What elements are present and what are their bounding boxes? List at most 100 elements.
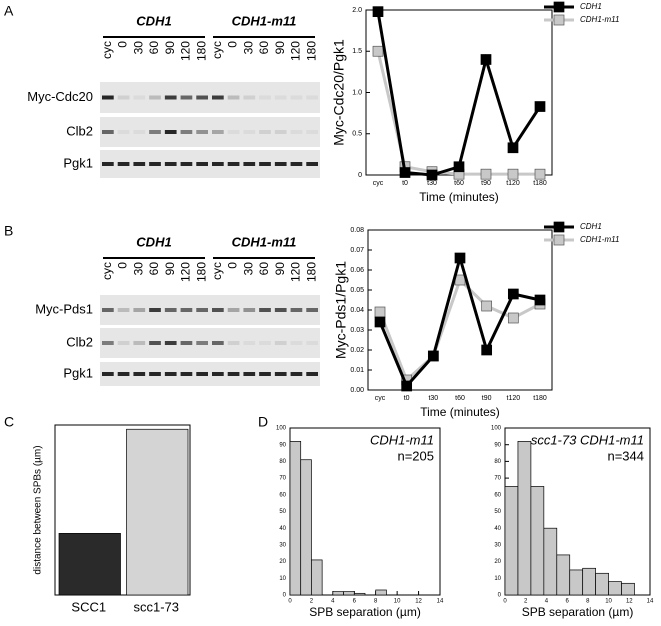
point-marker <box>426 169 438 181</box>
blot-band <box>306 130 318 134</box>
x-tick-label: 12 <box>626 599 633 605</box>
x-tick-label: 0 <box>503 599 507 605</box>
x-tick-label: 4 <box>331 599 335 605</box>
blot-band <box>227 130 240 134</box>
x-tick-label: 10 <box>394 599 401 605</box>
y-tick-label: 60 <box>494 492 501 498</box>
group-label: CDH1-m11 <box>232 234 297 249</box>
panel-label: A <box>4 3 14 19</box>
point-marker <box>507 142 519 154</box>
y-tick-label: 40 <box>494 526 501 532</box>
y-tick-label: 70 <box>279 476 286 482</box>
point-marker <box>481 344 493 356</box>
blot-strip <box>100 150 320 178</box>
blot-band <box>117 162 130 166</box>
point-marker <box>453 161 465 173</box>
blot-band <box>212 372 224 376</box>
blot-strip <box>100 328 320 358</box>
bar <box>126 428 189 596</box>
blot-band <box>243 341 256 345</box>
lane-label: 0 <box>226 41 240 48</box>
blot-band <box>102 372 114 376</box>
hist-bar <box>289 441 302 596</box>
x-tick-label: 2 <box>524 599 528 605</box>
lane-label: 120 <box>179 41 193 61</box>
blot-band <box>243 162 256 166</box>
blot-band <box>149 308 161 312</box>
annotation: scc1-73 CDH1-m11 <box>531 432 644 447</box>
lane-label: 180 <box>304 41 318 61</box>
point-marker <box>480 168 492 180</box>
point-marker <box>427 350 439 362</box>
x-tick-label: 4 <box>545 599 549 605</box>
blot-band <box>117 341 130 345</box>
point-marker <box>481 300 493 312</box>
lane-label: cyc <box>210 262 224 280</box>
y-axis-title: distance between SPBs (µm) <box>33 445 44 574</box>
blot-band <box>180 95 193 100</box>
hist-bar <box>517 441 532 596</box>
legend-marker <box>553 14 565 26</box>
blot-band <box>227 341 240 345</box>
blot-band <box>102 130 114 134</box>
blot-band <box>274 95 287 100</box>
blot-band <box>133 95 146 100</box>
blot-band <box>306 372 318 376</box>
x-tick-label: t180 <box>533 395 547 402</box>
hist-bar <box>343 591 355 596</box>
blot-band <box>117 308 130 312</box>
legend-label: CDH1-m11 <box>580 15 619 24</box>
hist-bar <box>595 572 609 596</box>
y-tick-label: 0.03 <box>350 327 364 334</box>
legend-marker <box>553 221 565 233</box>
blot-band <box>180 308 193 312</box>
lane-label: 90 <box>273 262 287 276</box>
legend-label: CDH1 <box>580 2 602 11</box>
blot-band <box>149 162 161 166</box>
point-marker <box>507 288 519 300</box>
blot-strip <box>100 82 320 113</box>
lane-label: 120 <box>289 41 303 61</box>
point-marker <box>507 312 519 324</box>
hist-bar <box>530 486 545 596</box>
point-marker <box>534 294 546 306</box>
x-tick-label: 2 <box>310 599 314 605</box>
y-tick-label: 90 <box>494 442 501 448</box>
blot-band <box>133 308 146 312</box>
lane-label: 0 <box>116 262 130 269</box>
blot-band <box>259 95 271 100</box>
blot-band <box>117 372 130 376</box>
blot-band <box>117 130 130 134</box>
blot-band <box>102 95 114 100</box>
blot-band <box>259 372 271 376</box>
blot-band <box>164 95 177 100</box>
lane-label: 90 <box>163 41 177 55</box>
blot-band <box>133 372 146 376</box>
plot-frame <box>54 424 191 596</box>
y-tick-label: 50 <box>494 509 501 515</box>
blot-band <box>164 130 177 134</box>
lane-label: cyc <box>210 41 224 59</box>
blot-band <box>227 162 240 166</box>
y-tick-label: 30 <box>494 542 501 548</box>
lane-label: 120 <box>289 262 303 282</box>
blot-band <box>196 95 208 100</box>
y-tick-label: 0.00 <box>350 387 364 394</box>
point-marker <box>534 101 546 112</box>
y-tick-label: 0.02 <box>350 347 364 354</box>
row-label: Myc-Cdc20 <box>27 89 93 104</box>
hist-bar <box>582 567 596 596</box>
y-tick-label: 0 <box>358 172 362 179</box>
blot-strip <box>100 295 320 325</box>
blot-band <box>290 162 303 166</box>
legend-marker <box>553 234 565 246</box>
x-tick-label: t0 <box>402 180 408 187</box>
x-axis-title: Time (minutes) <box>419 190 499 204</box>
plot-frame <box>365 9 553 176</box>
y-tick-label: 100 <box>491 426 502 432</box>
blot-band <box>274 341 287 345</box>
annotation: n=344 <box>607 448 644 463</box>
blot-band <box>306 341 318 345</box>
blot-band <box>243 130 256 134</box>
